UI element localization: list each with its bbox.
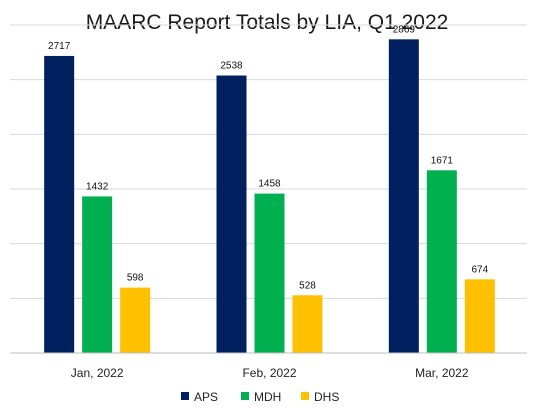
data-labels: 2717 1432 598 2538 1458 528 2869 1671 674: [48, 24, 489, 291]
data-label: 598: [127, 273, 144, 284]
bar-dhs: [464, 279, 495, 353]
legend-swatch-mdh: [241, 392, 249, 400]
chart-title: MAARC Report Totals by LIA, Q1 2022: [86, 11, 449, 34]
bar-aps: [44, 55, 75, 353]
data-label: 528: [299, 280, 316, 291]
legend-label-dhs: DHS: [314, 390, 339, 404]
legend-label-mdh: MDH: [254, 390, 281, 404]
x-tick-label: Mar, 2022: [415, 366, 469, 380]
legend-label-aps: APS: [194, 390, 218, 404]
data-label: 674: [471, 264, 488, 275]
x-tick-labels: Jan, 2022 Feb, 2022 Mar, 2022: [71, 366, 469, 380]
bars: [44, 39, 495, 354]
legend: APS MDH DHS: [181, 390, 339, 404]
bar-aps: [216, 75, 247, 354]
bar-dhs: [292, 295, 323, 353]
bar-mdh: [426, 170, 457, 353]
data-label: 1671: [431, 155, 454, 166]
bar-mdh: [82, 196, 113, 353]
data-label: 1458: [258, 179, 281, 190]
data-label: 2538: [220, 61, 243, 72]
bar-mdh: [254, 193, 285, 353]
x-tick-label: Feb, 2022: [242, 366, 296, 380]
legend-swatch-dhs: [301, 392, 309, 400]
x-tick-label: Jan, 2022: [71, 366, 124, 380]
data-label: 2869: [393, 24, 416, 35]
bar-aps: [388, 39, 419, 354]
bar-dhs: [120, 287, 151, 353]
data-label: 2717: [48, 41, 71, 52]
data-label: 1432: [86, 181, 109, 192]
legend-swatch-aps: [181, 392, 189, 400]
